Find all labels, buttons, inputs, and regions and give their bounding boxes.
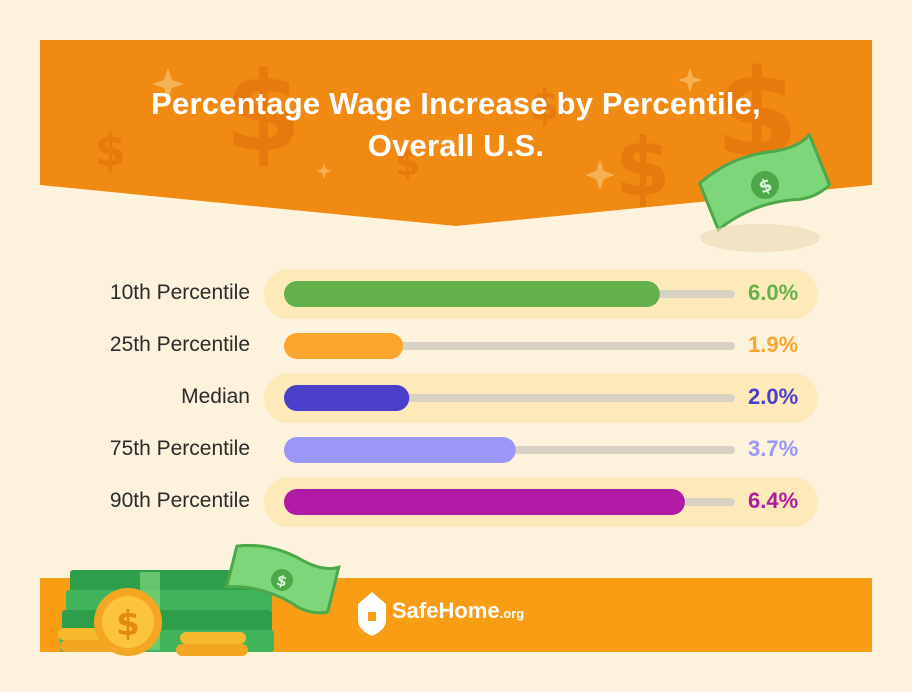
data-label: 6.0%	[748, 280, 799, 305]
bar-90th-percentile	[284, 489, 685, 515]
header-banner	[40, 40, 872, 226]
svg-text:$: $	[275, 571, 289, 591]
svg-text:$: $	[615, 121, 671, 214]
banknote-icon: $	[224, 543, 341, 615]
bar-median	[284, 385, 410, 411]
chart-title-line2: Overall U.S.	[367, 128, 545, 163]
gold-coin-icon: $	[58, 588, 248, 656]
data-label: 3.7%	[748, 436, 799, 461]
chart-title: Percentage Wage Increase by Percentile,	[151, 86, 761, 121]
brand-name: SafeHome	[392, 598, 500, 623]
bar-10th-percentile	[284, 281, 660, 307]
data-label: 2.0%	[748, 384, 799, 409]
svg-text:$: $	[116, 604, 140, 644]
svg-text:$: $	[225, 48, 302, 176]
svg-text:$: $	[95, 125, 126, 176]
data-label: 6.4%	[748, 488, 799, 513]
sparkle-icon	[152, 68, 702, 190]
category-label: 75th Percentile	[109, 437, 250, 460]
brand-suffix: .org	[499, 606, 525, 621]
category-label: 90th Percentile	[109, 489, 250, 512]
svg-text:$: $	[395, 143, 420, 184]
category-label: 25th Percentile	[109, 333, 250, 356]
bar-25th-percentile	[284, 333, 404, 359]
house-shield-icon	[358, 592, 386, 636]
data-label: 1.9%	[748, 332, 799, 357]
banknote-icon: $	[697, 131, 832, 233]
bar-75th-percentile	[284, 437, 516, 463]
banknote-shadow	[700, 224, 820, 252]
category-label: 10th Percentile	[109, 281, 250, 304]
category-label: Median	[181, 385, 250, 408]
svg-text:$: $	[530, 81, 559, 130]
brand-logo: SafeHome.org	[392, 598, 524, 624]
